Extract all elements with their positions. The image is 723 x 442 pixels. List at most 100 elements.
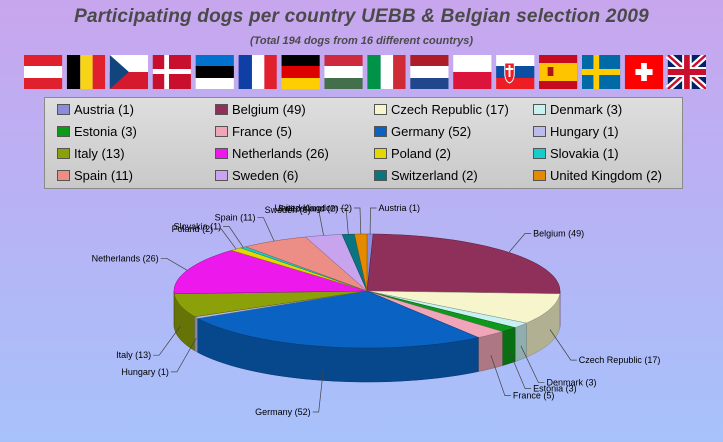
legend-swatch [215, 126, 228, 137]
legend-label: Italy (13) [74, 146, 125, 161]
legend-swatch [57, 148, 70, 159]
chart-title: Participating dogs per country UEBB & Be… [74, 6, 649, 27]
legend-item: Netherlands (26) [215, 145, 329, 163]
legend-item: Sweden (6) [215, 167, 298, 185]
pie-label-leader [153, 325, 181, 356]
legend-item: Belgium (49) [215, 101, 306, 119]
pie-slice [366, 290, 561, 324]
flag-austria-icon [24, 55, 63, 89]
flag-germany-icon [281, 55, 320, 89]
pie-data-label: Poland (2) [172, 224, 214, 234]
legend-item: Estonia (3) [57, 123, 137, 141]
pie-label-leader [354, 207, 362, 235]
legend-item: Hungary (1) [533, 123, 619, 141]
flag-slovakia-icon [496, 55, 535, 89]
flag-sweden-icon [582, 55, 621, 89]
legend-item: Czech Republic (17) [374, 101, 509, 119]
legend-swatch [215, 148, 228, 159]
legend-item: Austria (1) [57, 101, 134, 119]
legend-swatch [374, 148, 387, 159]
legend-item: Italy (13) [57, 145, 125, 163]
legend-label: Netherlands (26) [232, 146, 329, 161]
pie-slice [173, 290, 368, 318]
pie-label-leader [340, 208, 349, 235]
pie-label-leader [508, 349, 532, 389]
legend-label: Czech Republic (17) [391, 102, 509, 117]
flag-france-icon [238, 55, 277, 89]
pie-data-label: Hungary (1) [121, 367, 169, 377]
pie-data-label: Netherlands (26) [92, 253, 159, 263]
pie-slice [197, 290, 480, 349]
legend-swatch [215, 170, 228, 181]
legend-swatch [57, 104, 70, 115]
legend-label: Austria (1) [74, 102, 134, 117]
legend-label: Poland (2) [391, 146, 451, 161]
legend-swatch [374, 126, 387, 137]
flag-row [24, 55, 706, 89]
legend-swatch [57, 126, 70, 137]
legend-item: Poland (2) [374, 145, 451, 163]
legend-label: France (5) [232, 124, 292, 139]
pie-data-label: Estonia (3) [533, 384, 577, 394]
pie-data-label: Czech Republic (17) [579, 355, 661, 365]
legend-label: Hungary (1) [550, 124, 619, 139]
pie-data-label: Slovakia (1) [174, 221, 222, 231]
pie-label-leader [549, 329, 577, 361]
flag-estonia-icon [195, 55, 234, 89]
pie-label-leader [257, 217, 275, 242]
pie-data-label: Spain (11) [215, 213, 256, 223]
pie-label-leader [170, 337, 197, 373]
pie-label-leader [215, 228, 237, 250]
pie-label-leader [369, 207, 377, 235]
pie-label-leader [508, 233, 532, 253]
pie-label-leader [160, 257, 188, 271]
pie-slice-side [194, 316, 199, 353]
pie-data-label: United Kingdom (2) [274, 203, 352, 213]
pie-slice-side [514, 322, 527, 362]
legend-swatch [57, 170, 70, 181]
pie-slice [244, 236, 368, 292]
legend-swatch [533, 126, 546, 137]
flag-denmark-icon [152, 55, 191, 89]
legend-item: Slovakia (1) [533, 145, 619, 163]
legend-swatch [533, 148, 546, 159]
pie-data-label: France (5) [513, 391, 555, 401]
legend-label: Slovakia (1) [550, 146, 619, 161]
legend-item: Germany (52) [374, 123, 471, 141]
pie-data-label: Switzerland (2) [278, 203, 338, 213]
legend-label: United Kingdom (2) [550, 168, 662, 183]
flag-switzerland-icon [624, 55, 664, 89]
pie-data-label: Denmark (3) [547, 378, 597, 388]
legend-label: Germany (52) [391, 124, 472, 139]
legend-swatch [215, 104, 228, 115]
chart-legend: Austria (1) Belgium (49) Czech Republic (1… [44, 97, 683, 189]
pie-slice [366, 233, 561, 295]
legend-label: Switzerland (2) [391, 168, 478, 183]
legend-item: Switzerland (2) [374, 167, 478, 185]
flag-netherlands-icon [410, 55, 449, 89]
flag-hungary-icon [324, 55, 363, 89]
legend-swatch [374, 104, 387, 115]
legend-item: France (5) [215, 123, 292, 141]
pie-data-label: Germany (52) [255, 407, 311, 417]
legend-label: Denmark (3) [550, 102, 623, 117]
flag-czech-republic-icon [109, 55, 148, 89]
legend-item: United Kingdom (2) [533, 167, 662, 185]
pie-data-label: Austria (1) [379, 203, 421, 213]
pie-data-label: Sweden (6) [265, 205, 311, 215]
flag-spain-icon [539, 55, 578, 89]
pie-label-leader [520, 345, 545, 384]
legend-label: Sweden (6) [232, 168, 299, 183]
pie-data-label: Italy (13) [116, 350, 151, 360]
legend-label: Estonia (3) [74, 124, 137, 139]
legend-label: Spain (11) [74, 168, 134, 183]
flag-italy-icon [367, 55, 406, 89]
chart-subtitle: (Total 194 dogs from 16 different countr… [249, 35, 474, 47]
legend-swatch [533, 104, 546, 115]
pie-label-leader [312, 209, 324, 236]
pie-data-label: Belgium (49) [533, 228, 584, 238]
pie-slice [366, 290, 504, 338]
pie-slice-side [478, 331, 503, 372]
flag-united-kingdom-icon [665, 55, 706, 89]
